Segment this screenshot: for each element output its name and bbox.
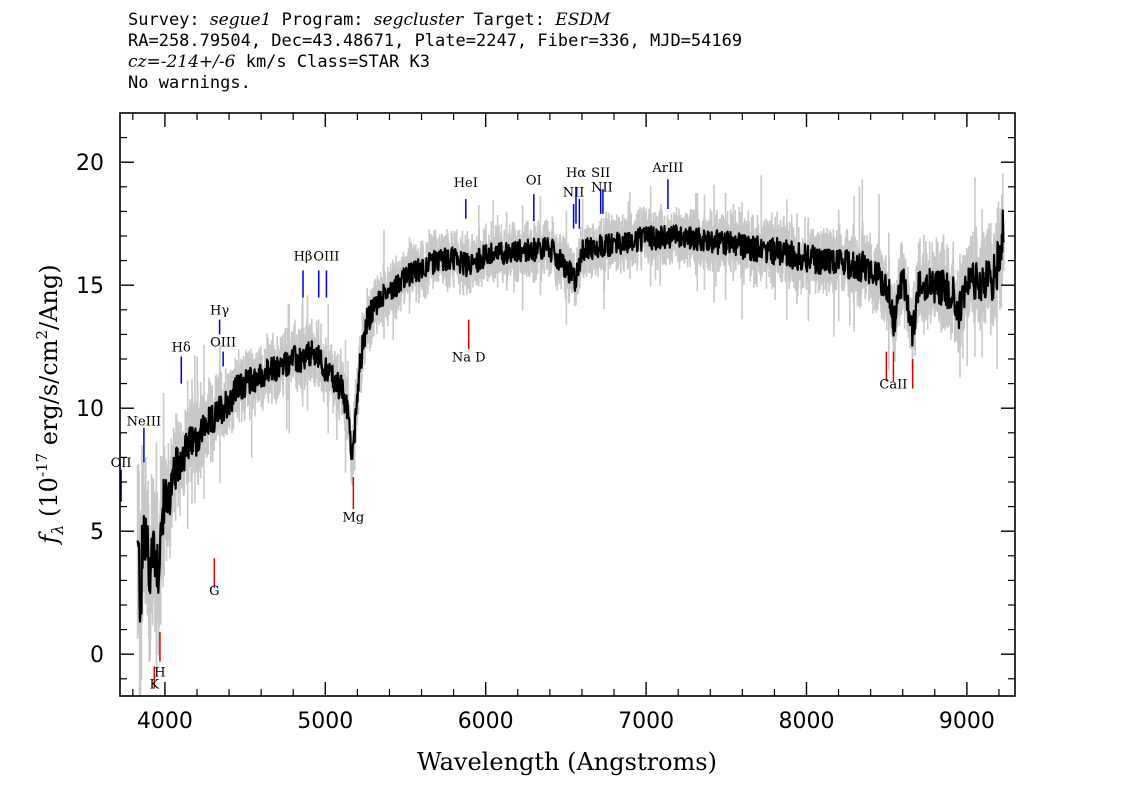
- target-label: Target:: [473, 10, 546, 30]
- x-axis-title: Wavelength (Angstroms): [417, 748, 717, 776]
- emission-line-label: OIII: [210, 336, 236, 351]
- flux-series: [136, 209, 1005, 623]
- x-tick-label: 6000: [458, 709, 514, 734]
- error-band: [136, 173, 1005, 696]
- cz-value: -214+/-6: [160, 52, 236, 72]
- emission-line-label: Hδ: [172, 341, 191, 356]
- y-tick-label: 20: [76, 151, 104, 176]
- emission-line-label: SII: [591, 166, 610, 181]
- absorption-line-label: CaII: [879, 378, 907, 393]
- survey-label: Survey:: [128, 10, 200, 30]
- target-value: ESDM: [555, 10, 611, 30]
- absorption-line-label: G: [209, 584, 219, 599]
- cz-suffix: km/s Class=STAR K3: [235, 52, 430, 72]
- survey-value: segue1: [209, 10, 272, 30]
- emission-line-label: ArIII: [651, 161, 683, 176]
- y-tick-label: 10: [76, 397, 104, 422]
- x-tick-label: 8000: [778, 709, 834, 734]
- cz-prefix: cz=: [128, 52, 161, 72]
- y-tick-label: 5: [90, 520, 104, 545]
- program-value: segcluster: [373, 10, 464, 30]
- error-spread: [136, 173, 1005, 696]
- y-tick-label: 15: [76, 274, 104, 299]
- header-warnings: No warnings.: [128, 73, 251, 93]
- x-tick-label: 7000: [618, 709, 674, 734]
- absorption-line-label: K: [149, 678, 159, 693]
- x-tick-label: 4000: [137, 709, 193, 734]
- absorption-line-label: Na D: [452, 350, 486, 365]
- absorption-line-label: H: [154, 665, 165, 680]
- emission-line-label: NII: [563, 186, 585, 201]
- y-axis-title: fλ (10-17 erg/s/cm2/Ang): [33, 264, 67, 545]
- header-line-1: Survey: segue1 Program: segcluster Targe…: [128, 10, 742, 31]
- emission-line-label: OII: [111, 456, 132, 471]
- y-tick-label: 0: [90, 643, 104, 668]
- emission-line-label: OIII: [313, 250, 339, 265]
- spectrum-header: Survey: segue1 Program: segcluster Targe…: [128, 10, 742, 94]
- emission-line-label: NeIII: [127, 414, 161, 429]
- emission-line-label: Hβ: [294, 250, 313, 265]
- x-tick-label: 5000: [297, 709, 353, 734]
- emission-line-label: Hα: [566, 166, 586, 181]
- emission-line-label: OI: [526, 173, 542, 188]
- plot-frame: [119, 112, 1016, 697]
- program-label: Program:: [281, 10, 364, 30]
- chart-axes: 4000 5000 6000 7000 8000 9000 0 5 10 15 20: [76, 113, 1015, 734]
- absorption-line-label: Mg: [343, 510, 365, 525]
- header-line-2: RA=258.79504, Dec=43.48671, Plate=2247, …: [128, 31, 743, 51]
- flux-line: [136, 209, 1005, 623]
- emission-line-label: Hγ: [210, 304, 229, 319]
- x-tick-label: 9000: [939, 709, 995, 734]
- emission-line-label: HeI: [454, 176, 478, 191]
- header-line-3: cz=-214+/-6 km/s Class=STAR K3: [128, 52, 742, 73]
- emission-line-label: NII: [591, 181, 613, 196]
